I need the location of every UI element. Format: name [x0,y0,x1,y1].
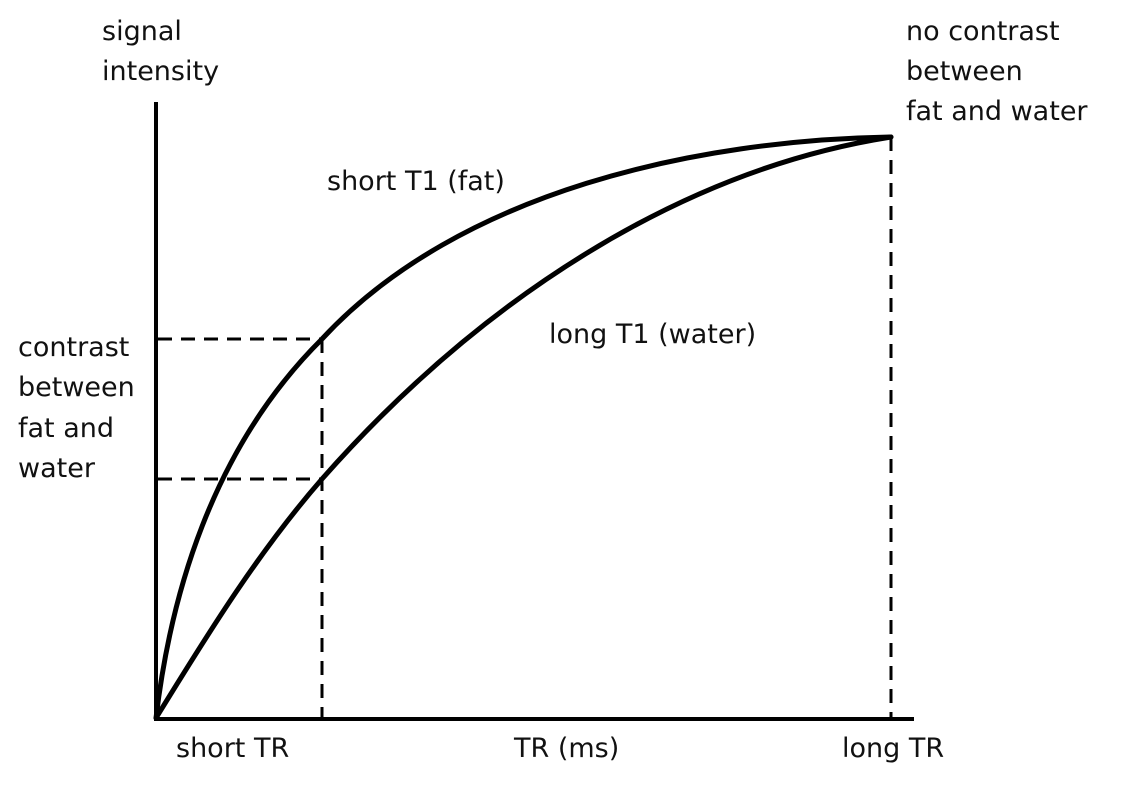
x-axis-label: TR (ms) [513,733,619,764]
contrast-label-line-3: fat and [18,413,114,444]
fat-curve-label: short T1 (fat) [327,166,505,197]
fat-curve [156,137,891,718]
contrast-label-line-2: between [18,372,135,403]
y-axis-label-line-1: signal [102,16,182,47]
long-tr-tick-label: long TR [842,733,944,764]
water-curve [156,137,891,718]
no-contrast-label-line-3: fat and water [906,96,1088,127]
no-contrast-label-line-1: no contrast [906,16,1060,47]
contrast-label-line-4: water [18,453,96,484]
contrast-label-line-1: contrast [18,332,129,363]
short-tr-tick-label: short TR [176,733,289,764]
water-curve-label: long T1 (water) [549,319,756,350]
no-contrast-label-line-2: between [906,56,1023,87]
y-axis-label-line-2: intensity [102,56,219,87]
